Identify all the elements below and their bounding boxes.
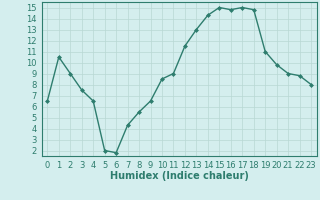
X-axis label: Humidex (Indice chaleur): Humidex (Indice chaleur) bbox=[110, 171, 249, 181]
